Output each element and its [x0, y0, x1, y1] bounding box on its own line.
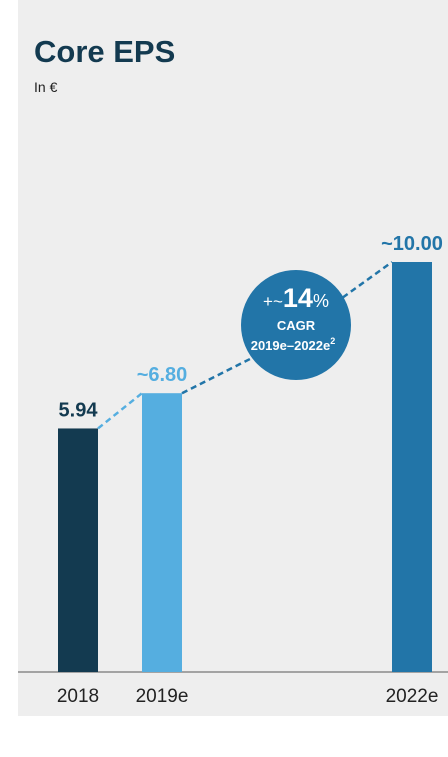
- chart-title: Core EPS: [34, 34, 175, 69]
- cagr-part: %: [313, 291, 329, 311]
- cagr-value: +~14%: [263, 283, 329, 313]
- x-tick-label: 2022e: [386, 686, 439, 707]
- connector: [181, 356, 253, 395]
- bar: [58, 428, 98, 672]
- bar: [392, 262, 432, 672]
- cagr-part: +~: [263, 292, 283, 311]
- cagr-part: 14: [283, 283, 313, 313]
- value-label: ~10.00: [381, 233, 443, 255]
- cagr-badge: [241, 270, 351, 380]
- footnote: 2: [330, 336, 335, 346]
- bar: [142, 393, 182, 672]
- value-label: 5.94: [59, 399, 99, 421]
- x-tick-label: 2019e: [136, 686, 189, 707]
- cagr-period: 2019e–2022e2: [251, 336, 336, 353]
- cagr-period-text: 2019e–2022e: [251, 338, 331, 353]
- cagr-label: CAGR: [277, 318, 316, 333]
- connector: [342, 260, 393, 299]
- x-tick-label: 2018: [57, 686, 99, 707]
- value-label: ~6.80: [137, 364, 188, 386]
- chart-subtitle: In €: [34, 79, 58, 95]
